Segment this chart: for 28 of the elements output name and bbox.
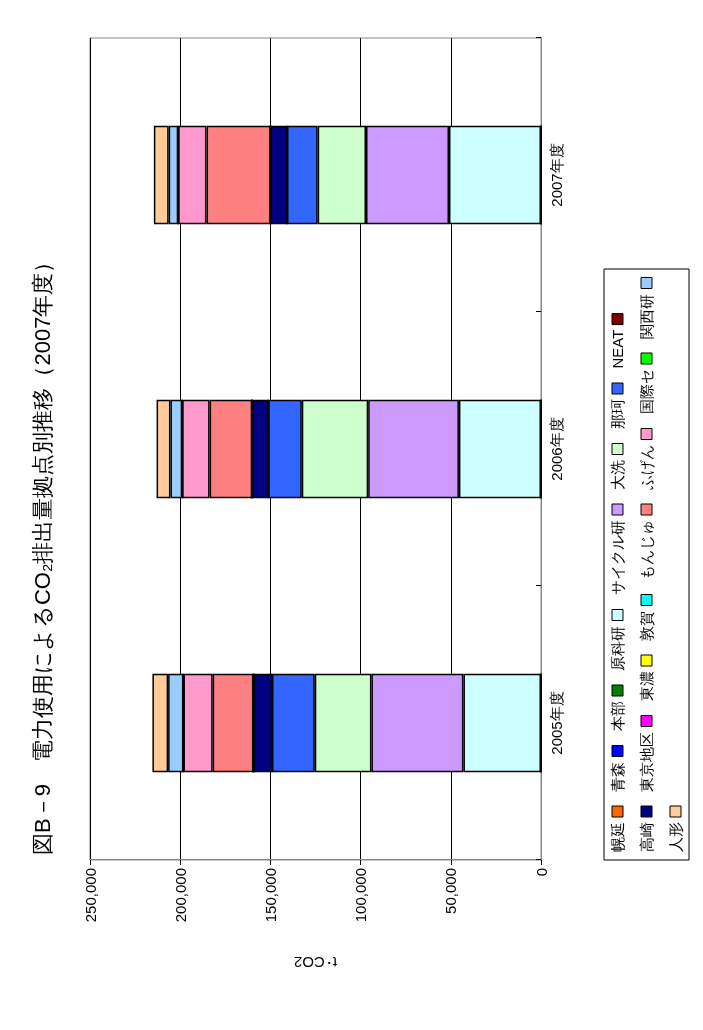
legend-label: 大洗 [609, 459, 626, 490]
legend-label: 幌延 [609, 822, 626, 852]
legend-label: 本部 [609, 701, 626, 731]
y-tick-label: 2005年度 [548, 691, 565, 755]
x-axis-title: t･CO2 [293, 954, 338, 971]
legend-label: 敦賀 [638, 610, 655, 641]
legend-label: 国際セ [638, 369, 655, 414]
legend-label: 関西研 [638, 293, 655, 339]
text: 図B－9 電力使用によるCO₂排出量拠点別推移（2007年度） [29, 250, 55, 855]
legend-label: 高崎 [638, 822, 655, 852]
x-tick-label: 0 [532, 868, 550, 877]
legend-label: 東濃 [638, 671, 655, 701]
y-tick-label: 2007年度 [548, 143, 565, 207]
x-tick-label: 200,000 [171, 868, 189, 923]
legend-label: 那珂 [609, 399, 626, 429]
legend-label: サイクル研 [609, 520, 626, 595]
legend-label: 東京地区 [638, 731, 655, 792]
legend-label: NEAT [609, 329, 626, 369]
x-tick-label: 100,000 [352, 868, 370, 923]
y-tick-label: 2006年度 [548, 417, 565, 481]
legend-label: 人形 [667, 822, 684, 852]
x-tick-label: 250,000 [81, 868, 99, 923]
legend-label: 原科研 [609, 625, 626, 671]
legend-label: もんじゅ [638, 520, 655, 580]
legend-label: ふげん [638, 444, 655, 491]
legend-label: 青森 [609, 761, 626, 792]
x-tick-label: 50,000 [442, 868, 460, 914]
x-tick-label: 150,000 [261, 868, 279, 923]
